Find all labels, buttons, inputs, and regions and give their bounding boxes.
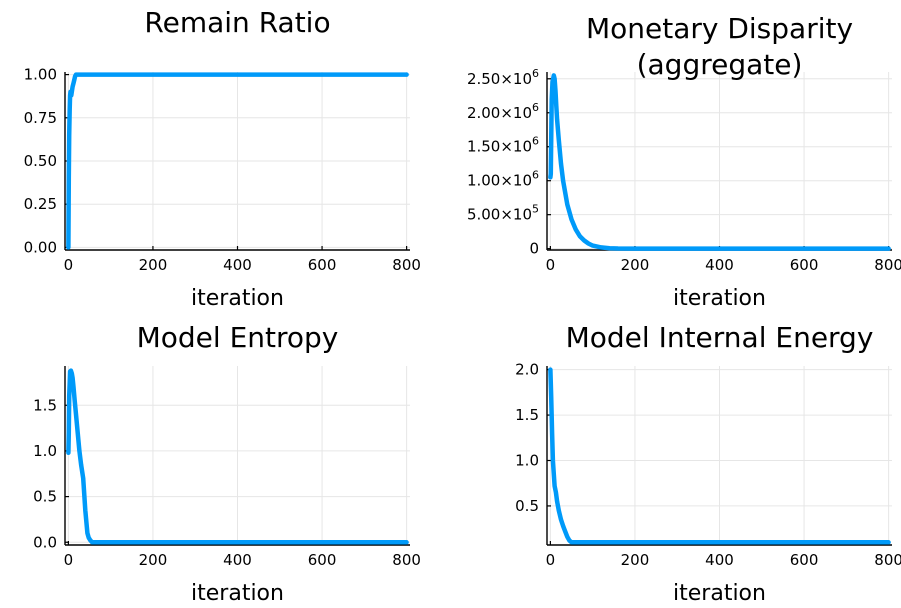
chart-panel-model-internal-energy: 0 200 400 600 800 0.5 1.0 1.5 2.0 Model Internal … xyxy=(515,321,901,606)
x-tick-label: 200 xyxy=(139,551,168,569)
x-tick-label: 800 xyxy=(392,551,421,569)
x-axis-label: iteration xyxy=(191,581,284,606)
chart-panel-monetary-disparity: 0 200 400 600 800 0 5.00×105 1.00×106 1.50×106 2.… xyxy=(467,12,901,311)
x-tick-label: 0 xyxy=(546,551,556,569)
x-tick-label: 600 xyxy=(308,256,337,274)
x-tick-label: 600 xyxy=(308,551,337,569)
x-tick-label: 800 xyxy=(874,551,901,569)
x-tick-label: 600 xyxy=(790,256,819,274)
y-tick-label: 1.0 xyxy=(515,451,539,469)
series-line xyxy=(548,73,891,251)
y-tick-label: 0.25 xyxy=(24,195,57,213)
panel-title: Monetary Disparity xyxy=(586,12,853,45)
x-tick-label: 400 xyxy=(705,551,734,569)
y-tick-label: 1.00×106 xyxy=(467,169,539,190)
panel-title: Model Entropy xyxy=(137,321,339,354)
y-tick-label: 0 xyxy=(529,240,539,258)
x-axis-label: iteration xyxy=(673,286,766,311)
y-tick-label: 2.00×106 xyxy=(467,101,539,122)
x-axis-label: iteration xyxy=(191,286,284,311)
x-tick-label: 400 xyxy=(705,256,734,274)
y-tick-label: 0.5 xyxy=(33,488,57,506)
x-tick-label: 200 xyxy=(139,256,168,274)
y-tick-label: 0.0 xyxy=(33,533,57,551)
x-tick-label: 800 xyxy=(392,256,421,274)
x-tick-label: 600 xyxy=(790,551,819,569)
y-tick-label: 0.50 xyxy=(24,152,57,170)
chart-panel-remain-ratio: 0 200 400 600 800 0.00 0.25 0.50 0.75 1.00 Remain … xyxy=(24,6,421,311)
panel-title: Remain Ratio xyxy=(144,6,330,39)
x-tick-label: 0 xyxy=(64,256,74,274)
x-tick-label: 0 xyxy=(546,256,556,274)
x-tick-label: 800 xyxy=(874,256,901,274)
panel-title: Model Internal Energy xyxy=(566,321,874,354)
panel-title: (aggregate) xyxy=(637,48,803,81)
x-tick-label: 200 xyxy=(621,256,650,274)
y-tick-label: 0.00 xyxy=(24,238,57,256)
x-tick-label: 400 xyxy=(223,256,252,274)
y-tick-label: 2.50×106 xyxy=(467,67,539,88)
series-line xyxy=(66,72,409,250)
y-tick-label: 1.5 xyxy=(515,406,539,424)
x-axis-label: iteration xyxy=(673,581,766,606)
y-tick-label: 1.50×106 xyxy=(467,135,539,156)
y-tick-label: 0.75 xyxy=(24,109,57,127)
series-line xyxy=(66,368,409,545)
x-tick-label: 200 xyxy=(621,551,650,569)
y-tick-label: 1.5 xyxy=(33,396,57,414)
y-tick-label: 1.0 xyxy=(33,442,57,460)
y-tick-label: 5.00×105 xyxy=(467,203,539,224)
chart-panel-model-entropy: 0 200 400 600 800 0.0 0.5 1.0 1.5 Model Entropy it… xyxy=(33,321,421,606)
x-tick-label: 400 xyxy=(223,551,252,569)
y-tick-label: 1.00 xyxy=(24,66,57,84)
y-tick-label: 0.5 xyxy=(515,497,539,515)
y-tick-label: 2.0 xyxy=(515,361,539,379)
series-line xyxy=(548,367,891,545)
x-tick-label: 0 xyxy=(64,551,74,569)
